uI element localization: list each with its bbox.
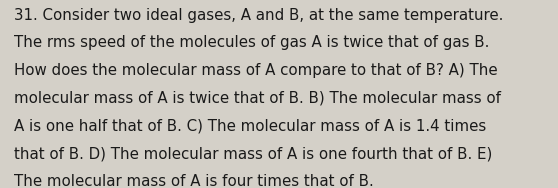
Text: molecular mass of A is twice that of B. B) The molecular mass of: molecular mass of A is twice that of B. … bbox=[14, 91, 501, 106]
Text: that of B. D) The molecular mass of A is one fourth that of B. E): that of B. D) The molecular mass of A is… bbox=[14, 147, 492, 162]
Text: The rms speed of the molecules of gas A is twice that of gas B.: The rms speed of the molecules of gas A … bbox=[14, 35, 489, 50]
Text: 31. Consider two ideal gases, A and B, at the same temperature.: 31. Consider two ideal gases, A and B, a… bbox=[14, 8, 503, 23]
Text: How does the molecular mass of A compare to that of B? A) The: How does the molecular mass of A compare… bbox=[14, 63, 498, 78]
Text: A is one half that of B. C) The molecular mass of A is 1.4 times: A is one half that of B. C) The molecula… bbox=[14, 119, 486, 134]
Text: The molecular mass of A is four times that of B.: The molecular mass of A is four times th… bbox=[14, 174, 374, 188]
